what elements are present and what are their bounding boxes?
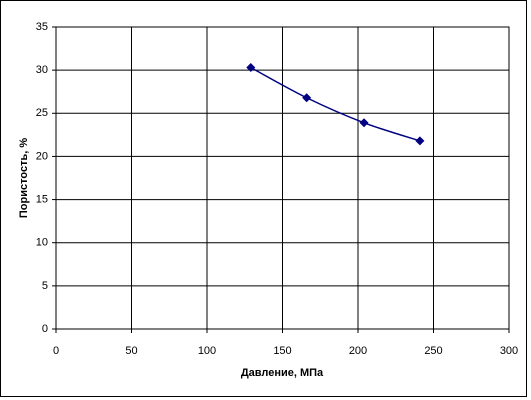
x-tick-label: 200: [349, 345, 367, 357]
x-tick-label: 50: [125, 345, 137, 357]
marker: [302, 93, 312, 103]
x-tick-label: 300: [500, 345, 518, 357]
y-tick-label: 0: [42, 323, 48, 335]
y-tick-label: 35: [36, 21, 48, 33]
x-axis-label: Давление, МПа: [241, 367, 324, 379]
x-tick-label: 0: [53, 345, 59, 357]
x-tick-label: 100: [198, 345, 216, 357]
series-line: [250, 66, 421, 142]
x-tick-label: 150: [273, 345, 291, 357]
marker: [415, 136, 425, 146]
y-tick-label: 15: [36, 193, 48, 205]
y-tick-label: 30: [36, 64, 48, 76]
x-tick-label: 250: [424, 345, 442, 357]
marker: [246, 63, 256, 73]
marker: [359, 118, 369, 128]
y-tick-label: 25: [36, 107, 48, 119]
y-tick-label: 5: [42, 280, 48, 292]
y-tick-label: 20: [36, 150, 48, 162]
y-axis-label: Пористость, %: [18, 138, 30, 218]
y-tick-label: 10: [36, 237, 48, 249]
